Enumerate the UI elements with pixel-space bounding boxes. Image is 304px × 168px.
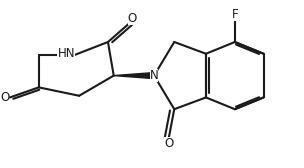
Text: HN: HN — [57, 47, 75, 60]
Text: O: O — [0, 91, 9, 104]
Text: O: O — [128, 12, 137, 25]
Text: N: N — [150, 69, 158, 82]
Text: F: F — [232, 8, 238, 21]
Text: O: O — [164, 137, 173, 150]
Polygon shape — [114, 73, 154, 79]
